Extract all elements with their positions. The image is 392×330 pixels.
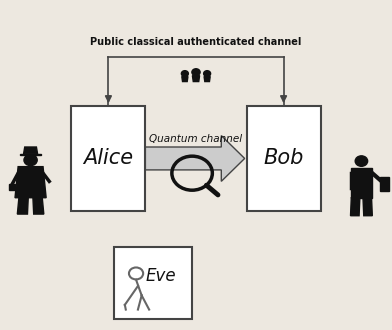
FancyBboxPatch shape	[71, 106, 145, 211]
Polygon shape	[17, 198, 28, 214]
FancyBboxPatch shape	[114, 247, 192, 319]
Polygon shape	[204, 77, 210, 82]
Circle shape	[24, 154, 37, 166]
Text: Eve: Eve	[146, 267, 176, 284]
Text: Bob: Bob	[263, 148, 304, 168]
Polygon shape	[192, 76, 200, 82]
Polygon shape	[9, 184, 15, 189]
Polygon shape	[15, 167, 46, 198]
Polygon shape	[182, 77, 188, 82]
FancyArrow shape	[145, 136, 245, 182]
Text: Public classical authenticated channel: Public classical authenticated channel	[90, 37, 302, 47]
Polygon shape	[350, 168, 372, 198]
Polygon shape	[363, 198, 372, 216]
Polygon shape	[380, 178, 389, 191]
Circle shape	[192, 69, 200, 76]
Circle shape	[181, 71, 189, 77]
FancyBboxPatch shape	[247, 106, 321, 211]
Circle shape	[203, 71, 211, 77]
Polygon shape	[33, 198, 44, 214]
Text: Quantum channel: Quantum channel	[149, 134, 243, 144]
Polygon shape	[24, 147, 38, 154]
Circle shape	[355, 156, 368, 166]
Polygon shape	[20, 154, 42, 155]
Text: Alice: Alice	[83, 148, 134, 168]
Polygon shape	[350, 198, 360, 216]
